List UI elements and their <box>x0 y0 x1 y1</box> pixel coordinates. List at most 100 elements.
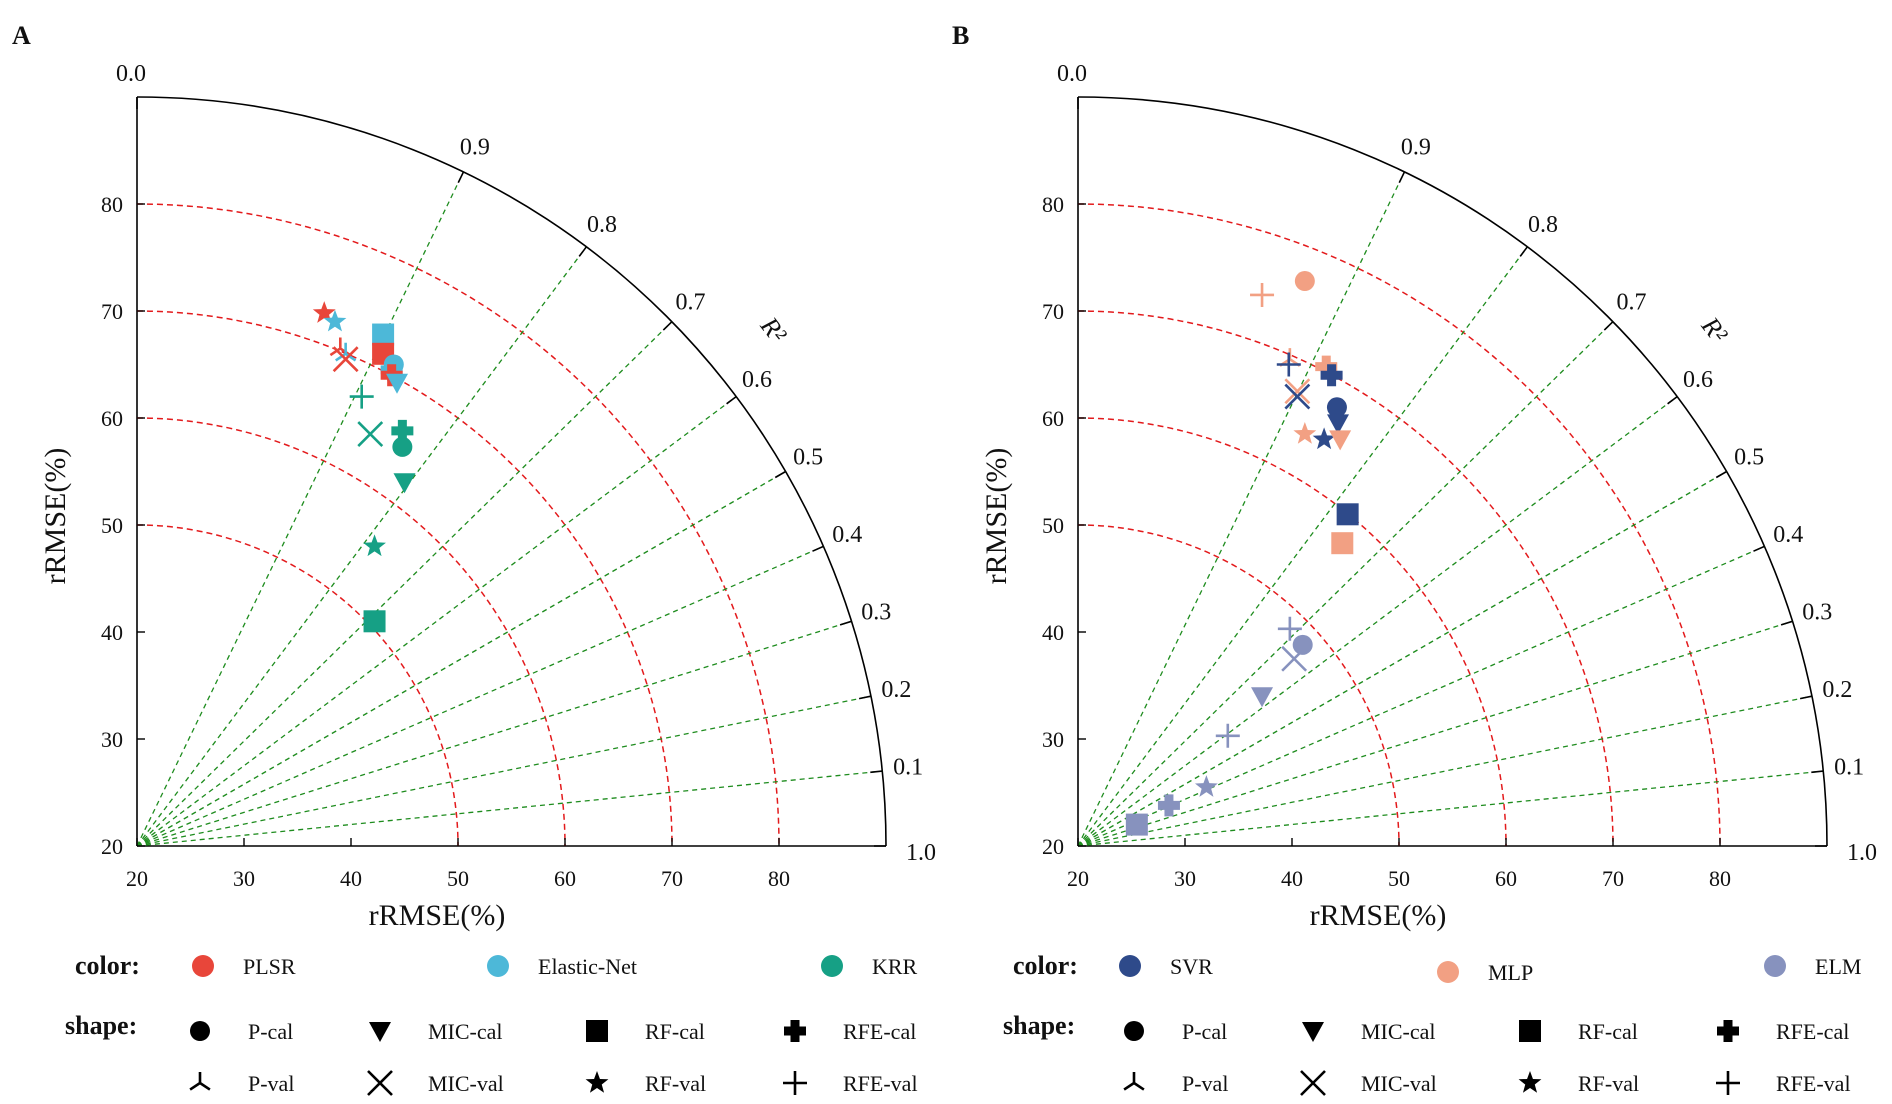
panel-label: B <box>952 21 969 50</box>
r2-ray <box>136 171 465 847</box>
outer-arc <box>136 96 887 847</box>
r2-tick-label: 0.9 <box>1401 135 1431 161</box>
r2-tick <box>774 470 787 479</box>
panel-b: B 0.0 0.1 0.2 0.3 0.4 0.5 0.6 0.7 0.8 0.9 1.0 R² 20 30… <box>952 21 1877 1096</box>
y-axis-title: rRMSE(%) <box>980 448 1013 585</box>
data-point <box>332 346 359 373</box>
r2-tick-label: 1.0 <box>906 840 936 866</box>
data-point <box>392 436 413 457</box>
x-tick-label: 70 <box>1602 866 1624 891</box>
r2-ray <box>1077 770 1824 847</box>
r2-tick <box>858 695 872 700</box>
legend-model-label: ELM <box>1815 954 1861 979</box>
legend-color-title: color: <box>1013 951 1078 980</box>
data-point <box>1294 271 1315 292</box>
r2-ray <box>1077 321 1614 847</box>
data-point <box>357 421 384 447</box>
y-tick-label: 70 <box>101 299 123 324</box>
data-point <box>1281 645 1308 672</box>
data-point <box>1329 430 1352 451</box>
x-axis-title: rRMSE(%) <box>369 899 506 932</box>
x-tick-label: 60 <box>554 866 576 891</box>
data-point <box>349 384 374 409</box>
r2-ray <box>1077 171 1406 847</box>
r2-tick <box>1753 545 1765 552</box>
rrmse-arc <box>1077 524 1400 847</box>
legend-shape-label: MIC-cal <box>428 1019 503 1044</box>
r2-tick-label: 0.4 <box>832 522 862 548</box>
legend-shape-label: RF-val <box>1578 1071 1639 1096</box>
legend-color-swatch <box>487 955 509 977</box>
r2-tick <box>812 545 824 552</box>
legend-model-label: PLSR <box>243 954 296 979</box>
r2-ray <box>1077 246 1528 847</box>
y-tick-label: 60 <box>1042 406 1064 431</box>
rrmse-arc <box>136 310 673 847</box>
r2-tick <box>578 246 588 257</box>
legend-shape-label: P-val <box>1182 1071 1228 1096</box>
x-tick-label: 80 <box>768 866 790 891</box>
legend-shape-label: MIC-val <box>1361 1071 1437 1096</box>
y-tick-label: 50 <box>1042 513 1064 538</box>
legend-color-swatch <box>192 955 214 977</box>
r2-ray <box>136 321 673 847</box>
r2-tick-label: 0.5 <box>1734 445 1764 471</box>
data-point <box>363 534 386 557</box>
y-tick-label: 60 <box>101 406 123 431</box>
r2-tick-label: 0.0 <box>1057 61 1087 87</box>
legend-model-label: SVR <box>1170 954 1213 979</box>
legend-shape-label: MIC-cal <box>1361 1019 1436 1044</box>
r2-tick-label: 0.3 <box>1802 600 1832 626</box>
r2-tick-label: 0.5 <box>793 445 823 471</box>
rrmse-arc <box>136 203 780 847</box>
legend-shape-label: P-val <box>248 1071 294 1096</box>
r2-tick-label: 0.8 <box>587 212 617 238</box>
legend-shape-symbol <box>1519 1020 1541 1042</box>
data-point <box>1250 282 1275 307</box>
data-point <box>1336 503 1359 526</box>
r2-ray <box>136 545 824 847</box>
data-point <box>312 301 336 323</box>
r2-ray <box>1077 470 1727 847</box>
r2-tick <box>457 171 465 184</box>
legend-shape-symbol <box>189 1072 211 1091</box>
data-point <box>1327 414 1350 435</box>
data-point <box>363 610 386 633</box>
y-tick-label: 30 <box>101 727 123 752</box>
x-tick-label: 40 <box>340 866 362 891</box>
r2-tick-label: 0.1 <box>1834 755 1864 781</box>
r2-tick <box>726 395 737 405</box>
legend-color-swatch <box>1437 961 1459 983</box>
data-point <box>393 473 416 494</box>
y-tick-label: 40 <box>1042 620 1064 645</box>
r2-axis-label: R² <box>754 311 793 349</box>
legend-color-swatch <box>1764 955 1786 977</box>
data-point <box>1292 634 1313 655</box>
r2-ray <box>136 695 871 847</box>
y-tick-label: 80 <box>1042 192 1064 217</box>
legend-shape-label: MIC-val <box>428 1071 504 1096</box>
r2-ray <box>1077 695 1812 847</box>
r2-tick-label: 0.2 <box>1822 677 1852 703</box>
data-point <box>1331 532 1354 555</box>
y-axis-title: rRMSE(%) <box>39 448 72 585</box>
r2-tick-label: 0.1 <box>893 755 923 781</box>
legend-shape-symbol <box>1717 1020 1739 1042</box>
r2-tick <box>1519 246 1529 257</box>
data-point <box>1157 794 1180 817</box>
legend-shape-symbol <box>1716 1071 1740 1095</box>
legend-shape-label: P-cal <box>1182 1019 1227 1044</box>
r2-tick-label: 0.2 <box>881 677 911 703</box>
legend-shape-symbol <box>784 1020 806 1042</box>
legend-shape-label: RFE-cal <box>843 1019 916 1044</box>
r2-tick-label: 0.7 <box>675 290 705 316</box>
r2-tick <box>839 620 852 626</box>
data-point <box>1284 383 1311 410</box>
y-tick-label: 50 <box>101 513 123 538</box>
legend-color-swatch <box>1119 955 1141 977</box>
legend-shape-symbol <box>586 1020 608 1042</box>
data-point <box>391 419 414 442</box>
legend-shape-symbol <box>1124 1021 1144 1041</box>
r2-tick-label: 1.0 <box>1847 840 1877 866</box>
